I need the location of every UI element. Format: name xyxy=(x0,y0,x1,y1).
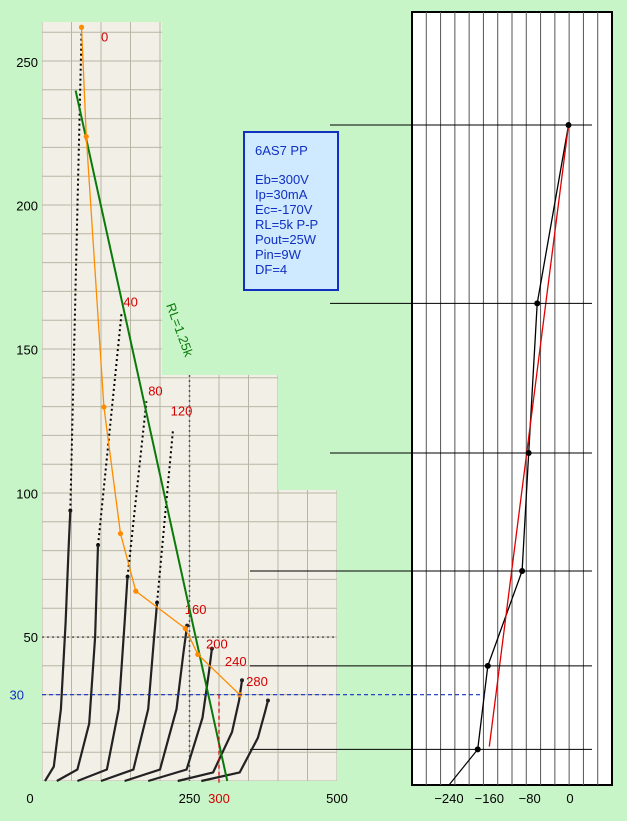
composite-point xyxy=(101,404,107,410)
load-line-label: RL=1.25k xyxy=(163,301,196,359)
y-tick-label: 30 xyxy=(10,688,24,703)
composite-point xyxy=(133,588,139,594)
y-tick-label: 250 xyxy=(16,55,38,70)
transfer-extension xyxy=(448,748,479,786)
info-line-pin: Pin=9W xyxy=(255,247,301,262)
plate-curve-extension xyxy=(97,311,123,546)
plate-curve xyxy=(147,648,213,783)
plate-curve xyxy=(77,576,129,783)
plate-curve xyxy=(44,510,72,782)
transfer-series-red xyxy=(488,125,570,747)
transfer-x-tick-label: −160 xyxy=(475,791,504,806)
grid-voltage-label: 0 xyxy=(101,30,108,45)
grid-voltage-label: 80 xyxy=(148,383,162,398)
transfer-x-tick-label: −240 xyxy=(434,791,463,806)
grid-voltage-label: 240 xyxy=(225,654,247,669)
plate-curve xyxy=(56,545,100,782)
plate-curve xyxy=(124,625,189,783)
grid-voltage-label: 40 xyxy=(123,294,137,309)
y-tick-label: 50 xyxy=(24,630,38,645)
info-title: 6AS7 PP xyxy=(255,143,308,158)
y-tick-label: 100 xyxy=(16,486,38,501)
info-line-df: DF=4 xyxy=(255,262,288,277)
projection-lines xyxy=(250,124,592,750)
info-line-pout: Pout=25W xyxy=(255,232,317,247)
grid-voltage-label: 280 xyxy=(246,674,268,689)
plate-curve xyxy=(100,602,159,783)
info-line-ec: Ec=-170V xyxy=(255,202,313,217)
x-tick-label: 300 xyxy=(208,791,230,806)
info-line-eb: Eb=300V xyxy=(255,172,309,187)
grid-voltage-label: 120 xyxy=(171,404,193,419)
transfer-x-tick-label: 0 xyxy=(566,791,573,806)
info-line-rl: RL=5k P-P xyxy=(255,217,319,232)
grid-voltage-label: 200 xyxy=(206,637,228,652)
info-line-ip: Ip=30mA xyxy=(255,187,308,202)
plate-curve-extension xyxy=(156,429,174,603)
composite-point xyxy=(117,530,124,537)
y-tick-label: 200 xyxy=(16,199,38,214)
specs-info-box: 6AS7 PP Eb=300V Ip=30mA Ec=-170V RL=5k P… xyxy=(243,131,339,291)
composite-point xyxy=(83,133,89,140)
y-tick-label: 150 xyxy=(16,342,38,357)
composite-curve xyxy=(80,27,241,696)
x-tick-label: 250 xyxy=(179,791,201,806)
transfer-series-black xyxy=(477,124,570,750)
composite-point xyxy=(78,24,85,30)
load-line xyxy=(74,90,229,782)
composite-point xyxy=(182,625,188,632)
x-tick-label: 500 xyxy=(326,791,348,806)
composite-point xyxy=(195,651,201,658)
transfer-x-tick-label: −80 xyxy=(519,791,541,806)
x-tick-label: 0 xyxy=(26,791,33,806)
transfer-characteristics-panel xyxy=(411,11,613,786)
